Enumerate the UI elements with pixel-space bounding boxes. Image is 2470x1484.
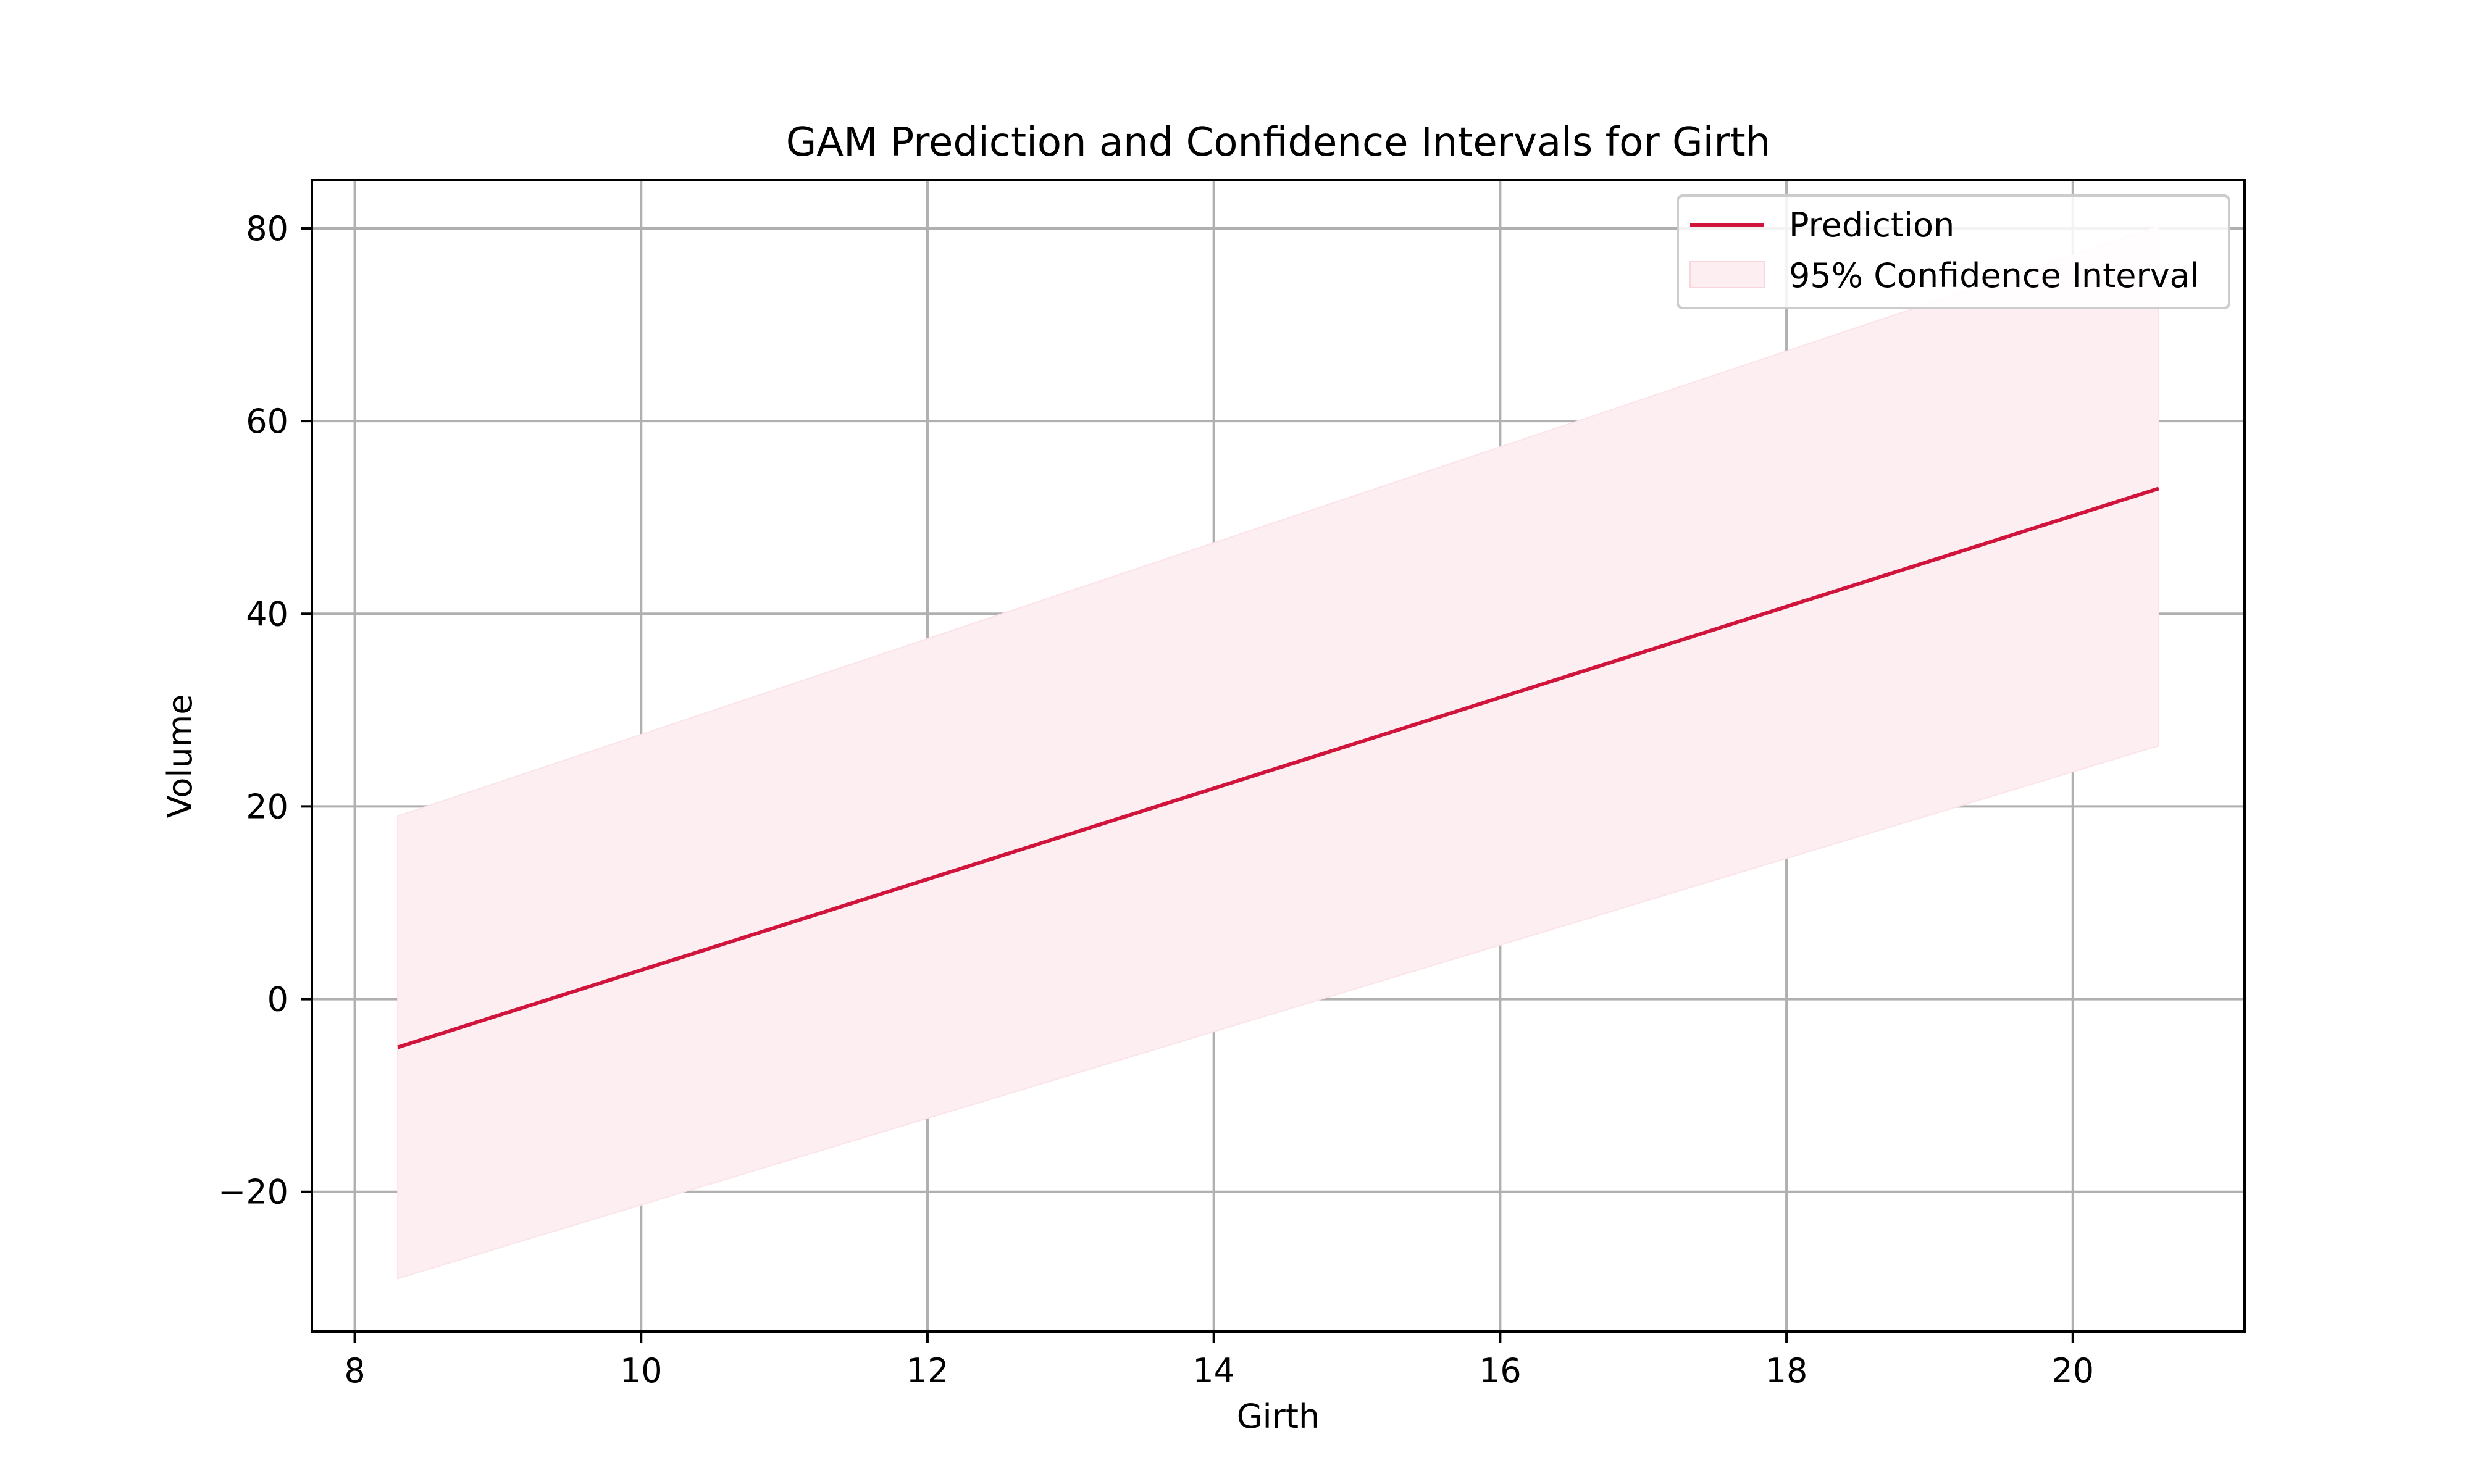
chart-title: GAM Prediction and Confidence Intervals … <box>786 120 1771 165</box>
y-tick-label: 60 <box>246 402 288 441</box>
legend-confidence-swatch <box>1689 261 1765 288</box>
prediction-line-layer <box>397 486 2159 1049</box>
y-tick-label: 80 <box>246 209 288 248</box>
y-tick-label: 20 <box>246 787 288 826</box>
legend: Prediction 95% Confidence Interval <box>1677 194 2230 309</box>
x-tick-label: 14 <box>1192 1351 1235 1390</box>
prediction-line <box>397 486 2159 1049</box>
x-axis-ticks: 8 10 12 14 16 18 20 <box>344 1332 2094 1390</box>
confidence-band-layer <box>397 225 2159 1280</box>
x-axis-label: Girth <box>1237 1397 1320 1436</box>
y-tick-label: 40 <box>246 594 288 633</box>
plot-frame <box>311 179 2246 1333</box>
x-tick-label: 12 <box>906 1351 949 1390</box>
x-tick-label: 20 <box>2051 1351 2094 1390</box>
y-tick-label: −20 <box>218 1173 288 1212</box>
y-axis-label: Volume <box>161 694 199 819</box>
x-tick-label: 16 <box>1479 1351 1522 1390</box>
x-tick-label: 10 <box>620 1351 663 1390</box>
x-tick-label: 8 <box>344 1351 365 1390</box>
y-axis-ticks: −20 0 20 40 60 80 <box>218 209 312 1212</box>
y-tick-label: 0 <box>267 980 288 1019</box>
legend-prediction-label: Prediction <box>1789 206 1954 244</box>
legend-box <box>1677 194 2230 309</box>
confidence-band <box>397 225 2159 1280</box>
x-tick-label: 18 <box>1765 1351 1808 1390</box>
legend-confidence-label: 95% Confidence Interval <box>1789 256 2200 295</box>
